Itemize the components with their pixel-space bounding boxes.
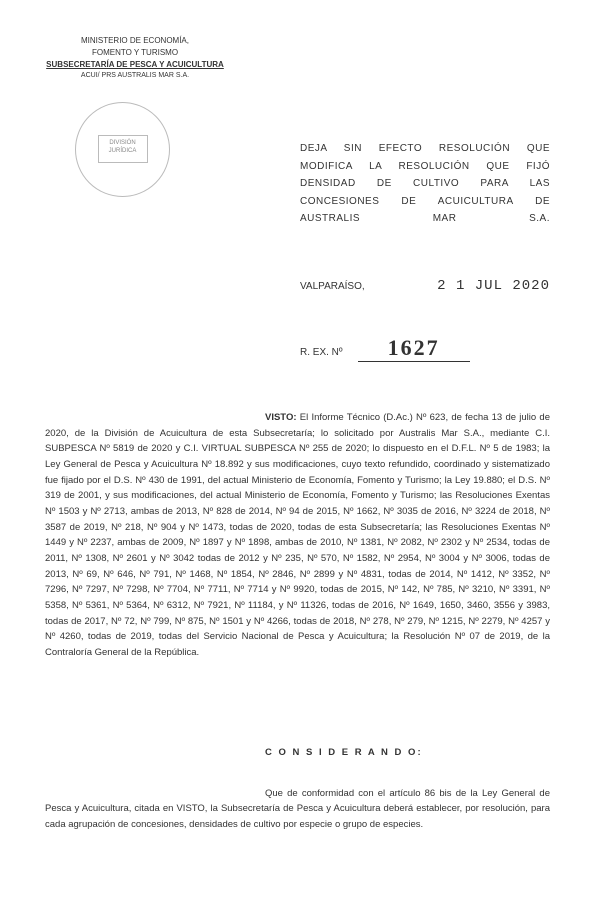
considerando-body: Que de conformidad con el artículo 86 bi…	[45, 786, 550, 833]
resolution-label: R. EX. Nº	[300, 347, 343, 358]
seal-text-2: JURÍDICA	[101, 147, 145, 155]
resolution-number-row: R. EX. Nº 1627	[300, 335, 550, 362]
visto-paragraph: VISTO: El Informe Técnico (D.Ac.) Nº 623…	[45, 410, 550, 661]
document-title: DEJA SIN EFECTO RESOLUCIÓN QUE MODIFICA …	[300, 140, 550, 228]
official-seal: DIVISIÓN JURÍDICA	[75, 102, 170, 197]
visto-section: VISTO: El Informe Técnico (D.Ac.) Nº 623…	[45, 410, 550, 661]
resolution-number-value: 1627	[358, 335, 470, 362]
considerando-section: C O N S I D E R A N D O: Que de conformi…	[45, 745, 550, 833]
ministry-subline: FOMENTO Y TURISMO	[45, 47, 225, 59]
subsecretary-line: SUBSECRETARÍA DE PESCA Y ACUICULTURA	[45, 59, 225, 71]
reference-line: ACUI/ PRS AUSTRALIS MAR S.A.	[45, 71, 225, 82]
visto-body: El Informe Técnico (D.Ac.) Nº 623, de fe…	[45, 412, 550, 658]
letterhead: MINISTERIO DE ECONOMÍA, FOMENTO Y TURISM…	[45, 35, 225, 82]
seal-ring: DIVISIÓN JURÍDICA	[75, 102, 170, 197]
visto-label: VISTO:	[265, 412, 297, 423]
date-stamp: 2 1 JUL 2020	[437, 278, 550, 294]
considerando-label: C O N S I D E R A N D O:	[45, 745, 550, 761]
location-date-row: VALPARAÍSO, 2 1 JUL 2020	[300, 278, 550, 294]
seal-text-1: DIVISIÓN	[101, 139, 145, 147]
location-label: VALPARAÍSO,	[300, 281, 365, 292]
ministry-line: MINISTERIO DE ECONOMÍA,	[45, 35, 225, 47]
seal-center: DIVISIÓN JURÍDICA	[98, 135, 148, 163]
